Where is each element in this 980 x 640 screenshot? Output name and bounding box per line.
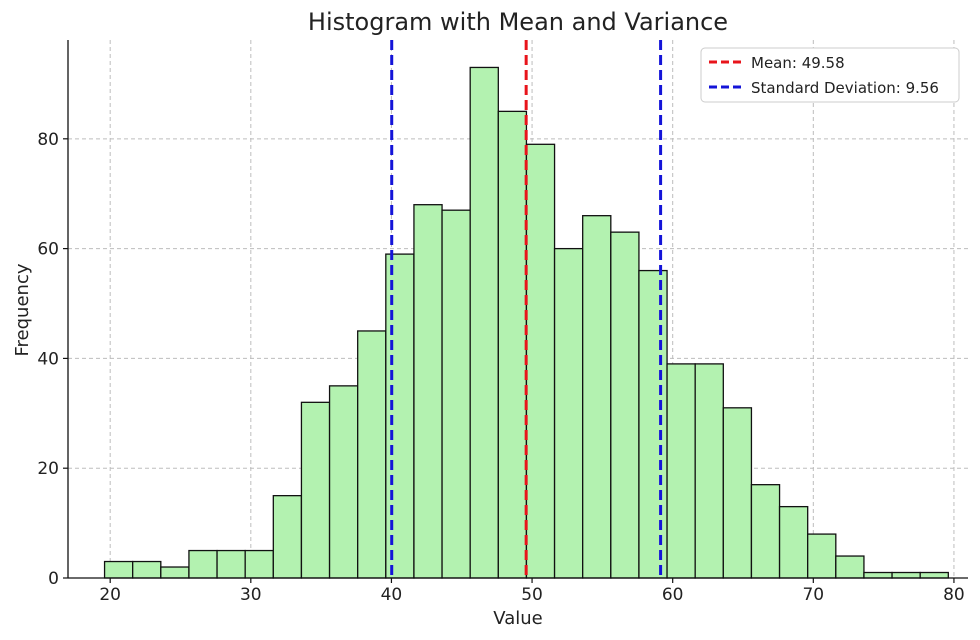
histogram-bar [385,253,415,579]
histogram-bar [919,571,949,579]
x-tick-label: 80 [943,585,965,605]
legend-box [700,47,960,103]
legend-mean-label: Mean: 49.58 [751,54,845,72]
histogram-bar [582,215,612,579]
x-tick-label: 70 [802,585,824,605]
histogram-bar [750,484,781,579]
y-tick-label: 80 [37,130,59,150]
histogram-bar [666,363,696,579]
histogram-bar [610,231,640,579]
histogram-bar [357,330,387,579]
y-tick-label: 20 [37,459,59,479]
x-tick-label: 20 [99,585,121,605]
histogram-bar [525,143,556,579]
histogram-bar [835,555,865,579]
histogram-bar [638,269,668,579]
histogram-bar [553,247,584,579]
x-axis-label: Value [493,608,542,629]
histogram-bar [891,571,921,579]
histogram-bar [497,110,528,579]
chart-title: Histogram with Mean and Variance [308,8,728,36]
histogram-bar [778,505,809,579]
histogram-bar [469,66,499,579]
y-axis-label: Frequency [12,263,33,356]
histogram-bar [160,566,190,579]
y-tick-label: 60 [37,240,59,260]
x-tick-label: 30 [240,585,262,605]
histogram-bar [413,204,443,579]
x-tick-label: 50 [521,585,543,605]
x-tick-label: 40 [381,585,403,605]
histogram-bar [216,549,246,579]
histogram-bar [272,495,303,579]
histogram-bar [244,549,274,579]
histogram-bar [300,401,331,579]
histogram-bar [863,571,893,579]
y-tick-label: 40 [37,349,59,369]
histogram-bar [441,209,471,579]
histogram-bar [722,407,753,579]
histogram-bar [103,560,134,579]
histogram-bar [807,533,837,579]
y-tick-label: 0 [48,569,59,589]
legend: Mean: 49.58 Standard Deviation: 9.56 [700,47,960,103]
x-tick-label: 60 [662,585,684,605]
legend-std-label: Standard Deviation: 9.56 [751,79,939,97]
ticks-layer: 20 30 40 50 60 70 80 0 20 40 60 80 [37,130,964,605]
bars-layer [103,66,949,579]
histogram-bar [188,549,218,579]
histogram-bar [328,385,359,579]
histogram-bar [694,363,724,579]
axes-layer [67,40,968,579]
histogram-bar [132,560,162,579]
